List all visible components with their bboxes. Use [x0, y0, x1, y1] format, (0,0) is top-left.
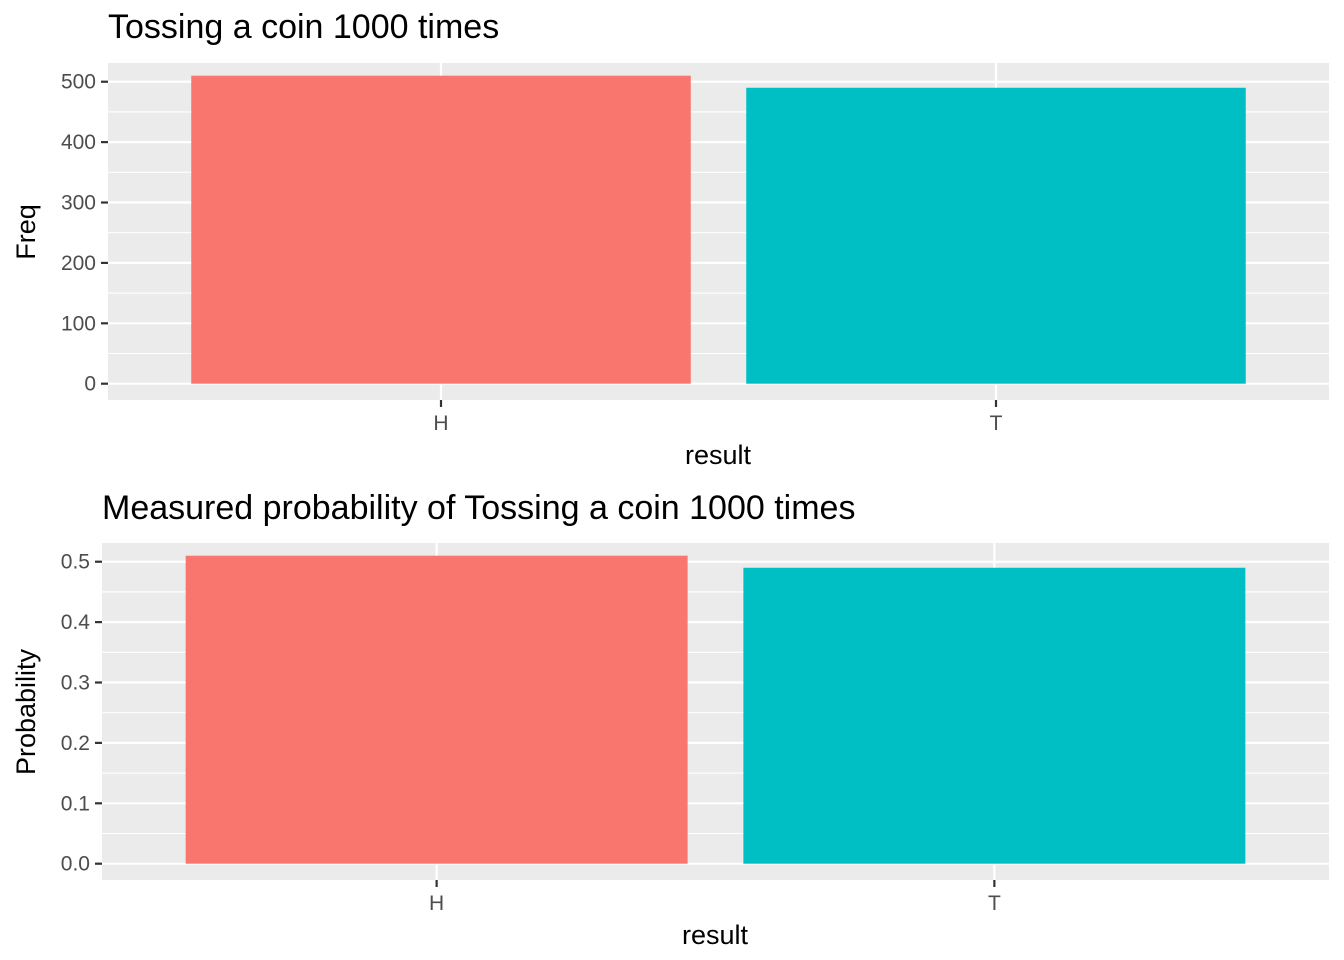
- x-tick-label: H: [433, 412, 448, 435]
- y-axis: 0 100 200 300 400 500: [61, 71, 108, 396]
- y-axis: 0.0 0.1 0.2 0.3 0.4 0.5: [61, 551, 102, 876]
- bar-H: [191, 75, 691, 384]
- y-tick-label: 0.2: [61, 732, 90, 755]
- probability-chart: Measured probability of Tossing a coin 1…: [11, 489, 1329, 950]
- y-tick-label: 500: [61, 71, 96, 94]
- y-tick-label: 0: [84, 373, 96, 396]
- x-axis-title: result: [685, 440, 752, 470]
- y-tick-label: 0.5: [61, 551, 90, 574]
- bar-T: [746, 87, 1246, 384]
- y-tick-label: 100: [61, 312, 96, 335]
- y-axis-title: Probability: [11, 648, 41, 775]
- y-tick-label: 200: [61, 252, 96, 275]
- bar-T: [743, 567, 1246, 864]
- x-tick-label: T: [988, 892, 1001, 915]
- x-tick-label: T: [990, 412, 1003, 435]
- y-tick-label: 400: [61, 131, 96, 154]
- x-axis-title: result: [682, 920, 749, 950]
- y-tick-label: 0.0: [61, 853, 90, 876]
- y-axis-title: Freq: [11, 204, 41, 260]
- chart-title: Measured probability of Tossing a coin 1…: [102, 489, 855, 527]
- bar-H: [185, 555, 688, 864]
- freq-chart: Tossing a coin 1000 times 0 100 200 300 400 5…: [11, 8, 1329, 470]
- x-tick-label: H: [429, 892, 444, 915]
- chart-title: Tossing a coin 1000 times: [108, 8, 499, 46]
- bars: [185, 555, 1246, 864]
- bars: [191, 75, 1246, 384]
- y-tick-label: 0.1: [61, 792, 90, 815]
- y-tick-label: 300: [61, 192, 96, 215]
- y-tick-label: 0.4: [61, 611, 91, 634]
- y-tick-label: 0.3: [61, 672, 90, 695]
